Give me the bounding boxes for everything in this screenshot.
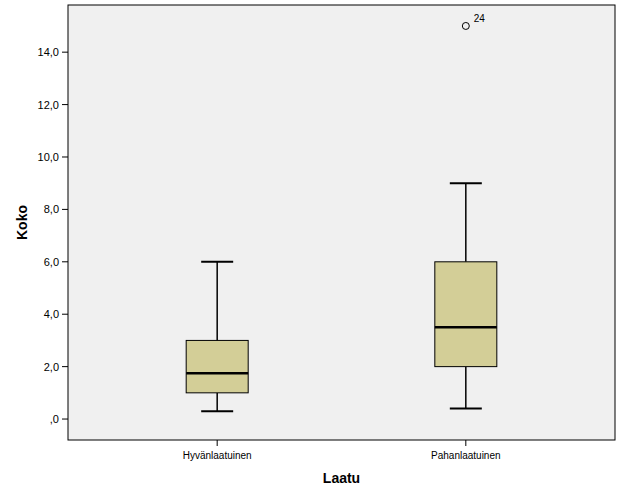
- y-tick: [62, 209, 68, 210]
- box: [186, 340, 248, 392]
- min-cap: [450, 408, 482, 410]
- y-tick: [62, 156, 68, 157]
- x-tick-label: Hyvänlaatuinen: [183, 450, 252, 461]
- y-tick: [62, 261, 68, 262]
- y-tick-label: 2,0: [44, 361, 59, 373]
- median: [435, 326, 497, 329]
- boxes: [186, 22, 497, 411]
- x-tick-label: Pahanlaatuinen: [431, 450, 501, 461]
- y-tick: [62, 104, 68, 105]
- y-tick: [62, 419, 68, 420]
- y-tick: [62, 366, 68, 367]
- max-cap: [450, 182, 482, 184]
- max-cap: [201, 261, 233, 263]
- y-tick-label: 12,0: [38, 99, 59, 111]
- plot-area: [68, 5, 615, 440]
- upper-whisker: [216, 262, 218, 341]
- lower-whisker: [216, 393, 218, 411]
- lower-whisker: [465, 367, 467, 409]
- outlier-label: 24: [474, 13, 486, 24]
- y-tick-label: 14,0: [38, 46, 59, 58]
- chart: ,0 2,0 4,0 6,0 8,0 10,0 12,0 14,0 Hyvänlaatuinen…: [0, 0, 626, 501]
- upper-whisker: [465, 183, 467, 262]
- y-tick: [62, 314, 68, 315]
- y-tick-label: 4,0: [44, 308, 59, 320]
- min-cap: [201, 410, 233, 412]
- y-tick-label: ,0: [50, 413, 59, 425]
- y-axis-title: Koko: [14, 205, 30, 240]
- x-axis-title: Laatu: [323, 470, 360, 486]
- x-tick: [217, 440, 218, 446]
- y-tick: [62, 52, 68, 53]
- box: [435, 262, 497, 367]
- y-tick-label: 10,0: [38, 151, 59, 163]
- y-tick-label: 6,0: [44, 256, 59, 268]
- y-tick-label: 8,0: [44, 203, 59, 215]
- median: [186, 372, 248, 375]
- outlier: [462, 22, 469, 29]
- x-tick: [465, 440, 466, 446]
